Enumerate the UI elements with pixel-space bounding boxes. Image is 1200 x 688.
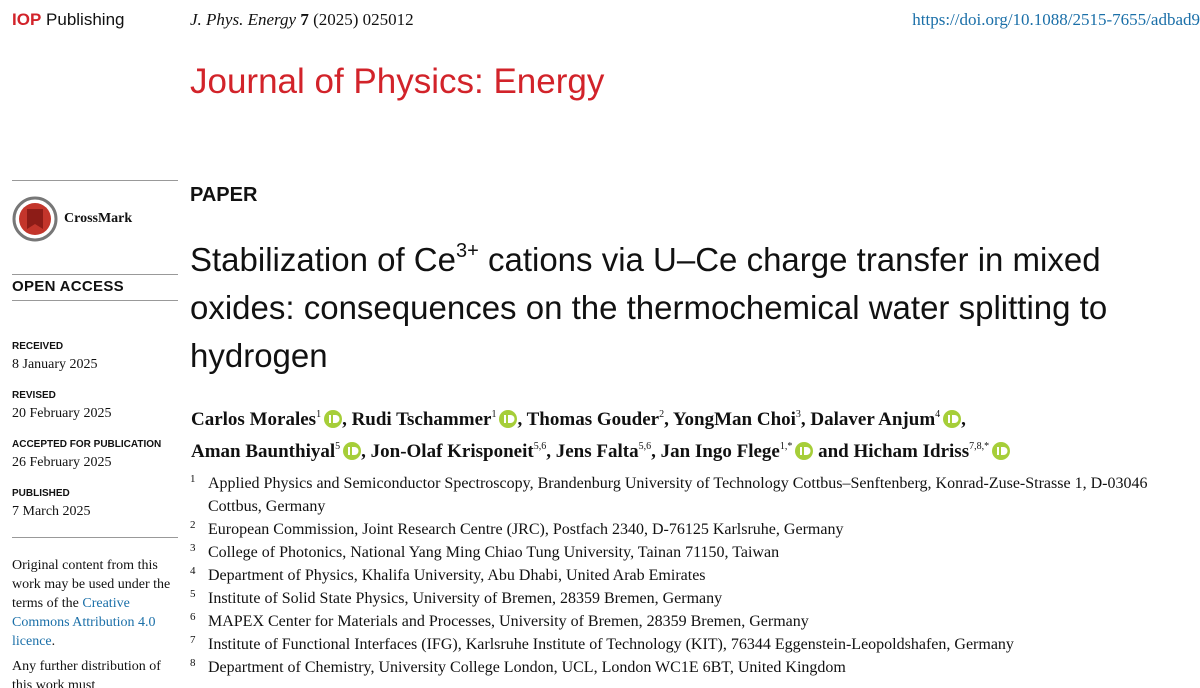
license-link[interactable]: Creative Commons Attribution 4.0 licence — [12, 596, 156, 649]
affiliation-number: 3 — [190, 542, 196, 554]
affiliation: 2 European Commission, Joint Research Cen… — [190, 518, 1200, 541]
article-number: 025012 — [362, 10, 414, 29]
journal-abbrev: J. Phys. Energy — [190, 10, 297, 29]
author-name: Jan Ingo Flege — [660, 441, 780, 462]
orcid-icon[interactable] — [795, 440, 814, 469]
author-name: Rudi Tschammer — [351, 409, 492, 430]
authors: Carlos Morales1, Rudi Tschammer1, Thomas… — [191, 405, 1196, 469]
affiliation-number: 6 — [190, 611, 196, 623]
affiliation-text: Applied Physics and Semiconductor Spectr… — [208, 475, 1148, 515]
affiliation-number: 2 — [190, 519, 196, 531]
date-value: 20 February 2025 — [12, 406, 112, 421]
publisher: IOP Publishing — [12, 10, 124, 30]
license: Original content from this work may be u… — [12, 556, 172, 651]
author-affil: 7,8,* — [969, 441, 990, 452]
divider — [12, 537, 178, 538]
publisher-mark: IOP — [12, 10, 42, 29]
article-type: PAPER — [190, 184, 258, 206]
separator: , — [517, 409, 523, 430]
title-before: Stabilization of Ce — [190, 241, 456, 278]
orcid-icon[interactable] — [343, 440, 362, 469]
volume: 7 — [300, 10, 309, 29]
author-name: Jens Falta — [555, 441, 639, 462]
license-text: Original content from this work may be u… — [12, 558, 171, 611]
affiliation-number: 8 — [190, 657, 196, 669]
affiliation-number: 4 — [190, 565, 196, 577]
affiliation: 1 Applied Physics and Semiconductor Spect… — [190, 472, 1200, 518]
history: RECEIVED 8 January 2025 REVISED 20 February… — [12, 338, 182, 534]
affiliation-number: 7 — [190, 634, 196, 646]
crossmark[interactable]: CrossMark — [12, 196, 132, 242]
year: (2025) — [313, 10, 359, 29]
date-value: 7 March 2025 — [12, 504, 91, 519]
divider — [12, 180, 178, 181]
affiliation-number: 5 — [190, 588, 196, 600]
affiliation-text: Institute of Functional Interfaces (IFG)… — [208, 636, 1014, 653]
affiliation-text: MAPEX Center for Materials and Processes… — [208, 613, 809, 630]
date-label: RECEIVED — [12, 341, 64, 352]
affiliation-text: Department of Physics, Khalifa Universit… — [208, 567, 706, 584]
author-affil: 1 — [316, 409, 322, 420]
affiliation-text: College of Photonics, National Yang Ming… — [208, 544, 780, 561]
affiliation-text: European Commission, Joint Research Cent… — [208, 521, 844, 538]
affiliation-text: Department of Chemistry, University Coll… — [208, 659, 846, 676]
journal-title: Journal of Physics: Energy — [190, 62, 605, 101]
affiliation: 8 Department of Chemistry, University Col… — [190, 656, 1200, 679]
crossmark-logo — [12, 196, 58, 242]
separator: , — [961, 409, 966, 430]
author-affil: 1 — [491, 409, 497, 420]
divider — [12, 300, 178, 301]
author-affil: 5,6 — [638, 441, 652, 452]
affiliation: 6 MAPEX Center for Materials and Processe… — [190, 610, 1200, 633]
orcid-icon[interactable] — [499, 408, 518, 437]
conjunction: and — [818, 441, 849, 462]
title-after: cations via U–Ce charge transfer in mixe… — [190, 241, 1108, 374]
date-value: 26 February 2025 — [12, 455, 112, 470]
affiliation: 3 College of Photonics, National Yang Min… — [190, 541, 1200, 564]
orcid-icon[interactable] — [992, 440, 1011, 469]
license-end: . — [51, 634, 56, 649]
separator: , — [342, 409, 347, 430]
journal-reference: J. Phys. Energy 7 (2025) 025012 — [190, 10, 414, 30]
open-access: OPEN ACCESS — [12, 278, 124, 295]
orcid-icon[interactable] — [324, 408, 343, 437]
separator: , — [361, 441, 366, 462]
author-affil: 4 — [935, 409, 941, 420]
date-label: REVISED — [12, 390, 56, 401]
separator: , — [800, 409, 806, 430]
article-title: Stabilization of Ce3+ cations via U–Ce c… — [190, 236, 1190, 380]
date-value: 8 January 2025 — [12, 357, 98, 372]
separator: , — [664, 409, 669, 430]
author-name: Aman Baunthiyal — [191, 441, 336, 462]
affiliations: 1 Applied Physics and Semiconductor Spect… — [190, 472, 1200, 679]
author-name: YongMan Choi — [672, 409, 796, 430]
further-note: Any further distribution of this work mu… — [12, 659, 161, 688]
orcid-icon[interactable] — [943, 408, 962, 437]
separator: , — [546, 441, 551, 462]
publisher-name: Publishing — [46, 10, 125, 29]
author-name: Dalaver Anjum — [810, 409, 936, 430]
author-name: Hicham Idriss — [853, 441, 970, 462]
affiliation: 7 Institute of Functional Interfaces (IFG… — [190, 633, 1200, 656]
affiliation: 4 Department of Physics, Khalifa Universi… — [190, 564, 1200, 587]
author-affil: 2 — [659, 409, 665, 420]
author-affil: 5,6 — [533, 441, 547, 452]
author-name: Carlos Morales — [191, 409, 317, 430]
affiliation: 5 Institute of Solid State Physics, Unive… — [190, 587, 1200, 610]
date-label: PUBLISHED — [12, 488, 70, 499]
separator: , — [651, 441, 656, 462]
author-name: Jon-Olaf Krisponeit — [370, 441, 534, 462]
doi-link[interactable]: https://doi.org/10.1088/2515-7655/adbad9 — [912, 10, 1200, 29]
author-affil: 5 — [335, 441, 341, 452]
author-name: Thomas Gouder — [526, 409, 660, 430]
affiliation-text: Institute of Solid State Physics, Univer… — [208, 590, 723, 607]
author-affil: 1,* — [779, 441, 793, 452]
affiliation-number: 1 — [190, 473, 196, 485]
author-affil: 3 — [795, 409, 801, 420]
crossmark-label: CrossMark — [64, 211, 133, 226]
date-label: ACCEPTED FOR PUBLICATION — [12, 439, 162, 450]
divider — [12, 274, 178, 275]
title-sup: 3+ — [455, 240, 479, 262]
